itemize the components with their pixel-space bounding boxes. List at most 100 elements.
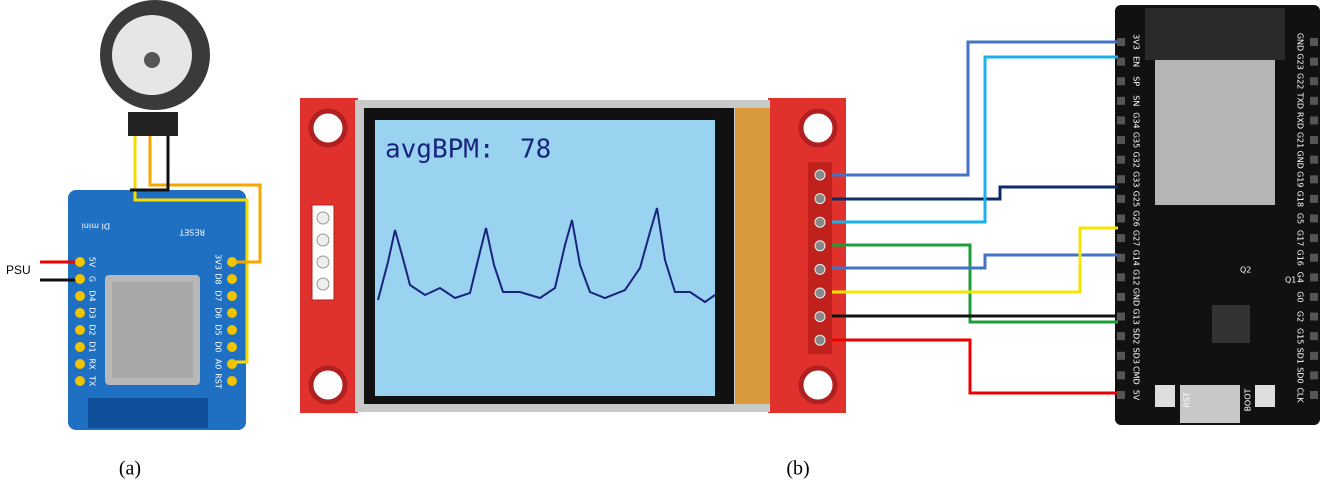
bpm-value: 78 [520,135,551,165]
pin-pad [75,291,85,301]
pin-label: D1 [88,341,97,352]
header-pin [814,193,826,205]
ecg-trace [377,207,716,304]
button-label: RST [1183,392,1192,408]
pin [1310,273,1318,282]
button [1155,385,1175,407]
esp32-antenna [1145,8,1285,60]
usb-chip [1212,305,1250,343]
wire-blue [832,40,1118,177]
pin-label: D0 [214,341,223,352]
pin [1117,371,1125,380]
pin-label: SD0 [1296,367,1305,383]
wire-orange [148,136,262,264]
wire-blue [832,253,1118,270]
pin [1117,77,1125,86]
pin-label: G2 [1296,311,1305,322]
pin [1310,77,1318,86]
pin-label: G35 [1132,132,1141,148]
wire-green [832,243,1118,324]
pin-label: G12 [1132,269,1141,285]
pin [1117,391,1125,399]
pin-label: G14 [1132,250,1141,266]
pin [1310,332,1318,341]
pin-label: G0 [1296,291,1305,302]
pin [1117,175,1125,184]
pin-pad [227,274,237,284]
pin [1117,332,1125,341]
pin-label: D8 [214,273,223,284]
pin [1117,234,1125,243]
wire-yellow [133,136,249,364]
pin [1117,312,1125,321]
esp32-module [1155,60,1275,205]
wire-navy [832,185,1118,201]
usb-port [1180,385,1240,423]
pin-pad [227,325,237,335]
pin [1310,136,1318,145]
pin-label: SN [1132,95,1141,106]
pin-pad [227,342,237,352]
pin [1117,155,1125,164]
psu-label: PSU [6,263,31,277]
pin-label: 5V [88,257,97,268]
pin-label: D3 [88,307,97,318]
pin [1117,194,1125,203]
pin [1117,96,1125,105]
pin-pad [75,257,85,267]
pin-pad [227,257,237,267]
pin-label: G5 [1296,213,1305,224]
pin-pad [75,274,85,284]
pin-label: RST [214,373,223,389]
antenna [88,398,208,428]
pin-label: EN [1132,56,1141,67]
pin [1310,194,1318,203]
mount-hole [308,365,348,405]
pin-label: 3V3 [1132,34,1141,50]
connector [128,112,178,136]
side-pin [316,277,330,291]
header-pin [814,263,826,275]
pin-label: G32 [1132,151,1141,167]
pin-pad [75,325,85,335]
pin-label: G16 [1296,250,1305,266]
board-name: DI mini [82,222,110,231]
pin-header [808,162,832,354]
pin [1310,351,1318,360]
header-pin [814,311,826,323]
part-label: Q2 [1240,266,1251,275]
header-pin [814,334,826,346]
pin [1310,116,1318,125]
mount-hole [798,365,838,405]
pin [1310,234,1318,243]
pin-label: D7 [214,290,223,301]
pin-pad [227,376,237,386]
side-pin [316,233,330,247]
pin-label: TX [88,375,97,387]
pin-label: GND [1296,33,1305,51]
pin-label: G23 [1296,53,1305,69]
header-pin [814,287,826,299]
pin-label: G18 [1296,191,1305,207]
side-pin [316,255,330,269]
pin-label: G25 [1132,191,1141,207]
pin [1117,136,1125,145]
pin [1310,391,1318,399]
pin-label: G21 [1296,132,1305,148]
pin [1117,214,1125,223]
pin [1310,155,1318,164]
header-pin [814,169,826,181]
module-shield [112,282,193,378]
bpm-caption: avgBPM: [385,135,495,165]
pin-label: D5 [214,324,223,335]
pin-label: G27 [1132,230,1141,246]
pin [1117,116,1125,125]
pin [1310,57,1318,66]
pin-pad [227,291,237,301]
pin-label: RXD [1296,112,1305,129]
pin [1117,351,1125,360]
pin-label: 5V [1132,390,1141,401]
pin-label: 3V3 [214,254,223,270]
button [1255,385,1275,407]
